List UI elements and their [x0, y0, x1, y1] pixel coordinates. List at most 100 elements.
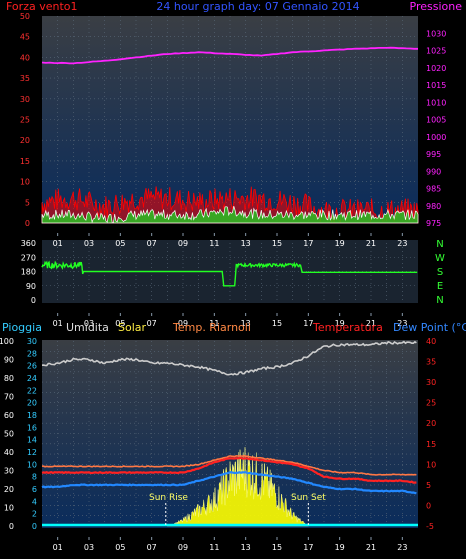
sun-rise-label: Sun Rise — [149, 493, 188, 503]
humidity-tick-label: 60 — [4, 411, 14, 420]
x-tick-label: 21 — [366, 543, 376, 552]
wind-axis-title: Forza vento1 — [6, 0, 78, 13]
bottom-panel: 1009080706050403020100302826242220181614… — [0, 337, 436, 552]
x-tick-label: 05 — [115, 319, 125, 328]
direction-letter: N — [436, 295, 443, 306]
x-tick-label: 03 — [84, 319, 94, 328]
legend-solar: Solar — [118, 321, 147, 334]
direction-tick-label: 180 — [21, 268, 36, 277]
pressure-tick-label: 1030 — [426, 29, 446, 38]
x-tick-label: 01 — [53, 319, 63, 328]
direction-letter: S — [437, 267, 443, 278]
rain-tick-label: 24 — [27, 374, 37, 383]
wind-tick-label: 10 — [20, 178, 30, 187]
rain-tick-label: 18 — [27, 411, 37, 420]
rain-tick-label: 12 — [27, 448, 37, 457]
temperature-tick-label: -5 — [426, 522, 434, 531]
temperature-tick-label: 0 — [426, 501, 431, 510]
solar-radiation-area — [167, 447, 309, 527]
pressure-tick-label: 1000 — [426, 133, 446, 142]
legend-temp-riarnoli: Temp. Riarnoli — [172, 321, 251, 334]
temperature-tick-label: 15 — [426, 440, 436, 449]
temperature-tick-label: 5 — [426, 481, 431, 490]
direction-tick-label: 270 — [21, 253, 36, 262]
rain-tick-label: 6 — [32, 485, 37, 494]
wind-tick-label: 5 — [25, 198, 30, 207]
pressure-tick-label: 990 — [426, 167, 441, 176]
top-panel: 5045403530252015105010301025102010151010… — [20, 12, 447, 248]
temperature-tick-label: 35 — [426, 358, 436, 367]
pressure-tick-label: 1010 — [426, 98, 446, 107]
pressure-tick-label: 1005 — [426, 116, 446, 125]
humidity-tick-label: 0 — [9, 522, 14, 531]
pressure-tick-label: 985 — [426, 185, 441, 194]
x-tick-label: 19 — [335, 319, 345, 328]
direction-tick-label: 360 — [21, 239, 36, 248]
pressure-series-line — [41, 46, 418, 65]
wind-gust-series — [41, 186, 419, 224]
wind-tick-label: 35 — [20, 74, 30, 83]
temperature-tick-label: 40 — [426, 337, 436, 346]
temperature-tick-label: 25 — [426, 399, 436, 408]
rain-tick-label: 2 — [32, 510, 37, 519]
temp-riarnoli-line — [41, 454, 417, 476]
legend-dew-point: Dew Point (°C) — [393, 321, 466, 334]
rain-tick-label: 26 — [27, 362, 37, 371]
humidity-tick-label: 20 — [4, 485, 14, 494]
pressure-tick-label: 1025 — [426, 47, 446, 56]
x-tick-label: 07 — [147, 319, 157, 328]
pressure-axis-title: Pressione — [410, 0, 463, 13]
humidity-tick-label: 30 — [4, 467, 14, 476]
x-tick-label: 11 — [209, 319, 219, 328]
pressure-tick-label: 1015 — [426, 81, 446, 90]
direction-letter: N — [436, 239, 443, 250]
temperature-tick-label: 20 — [426, 419, 436, 428]
direction-letter: E — [437, 281, 443, 292]
wind-direction-line — [41, 260, 418, 287]
wind-tick-label: 20 — [20, 136, 30, 145]
pressure-tick-label: 995 — [426, 150, 441, 159]
x-tick-label: 23 — [397, 319, 407, 328]
sun-set-label: Sun Set — [291, 493, 326, 503]
x-tick-label: 13 — [241, 319, 251, 328]
x-tick-label: 13 — [241, 543, 251, 552]
temperature-tick-label: 10 — [426, 460, 436, 469]
wind-tick-label: 45 — [20, 33, 30, 42]
x-tick-label: 11 — [209, 543, 219, 552]
humidity-tick-label: 80 — [4, 374, 14, 383]
wind-avg-series — [41, 205, 419, 224]
rain-tick-label: 28 — [27, 349, 37, 358]
x-tick-label: 09 — [178, 543, 188, 552]
humidity-tick-label: 10 — [4, 504, 14, 513]
x-tick-label: 17 — [303, 543, 313, 552]
direction-letter: W — [435, 253, 445, 264]
rain-tick-label: 14 — [27, 436, 37, 445]
pressure-tick-label: 980 — [426, 202, 441, 211]
legend-umidita: Umidita — [66, 321, 109, 334]
x-tick-label: 17 — [303, 319, 313, 328]
wind-tick-label: 0 — [25, 219, 30, 228]
humidity-tick-label: 40 — [4, 448, 14, 457]
legend-temperatura: Temperatura — [312, 321, 383, 334]
rain-tick-label: 22 — [27, 386, 37, 395]
rain-tick-label: 20 — [27, 399, 37, 408]
x-tick-label: 09 — [178, 319, 188, 328]
x-tick-label: 03 — [84, 543, 94, 552]
x-tick-label: 01 — [53, 543, 63, 552]
rain-tick-label: 16 — [27, 423, 37, 432]
legend-pioggia: Pioggia — [2, 321, 42, 334]
x-tick-label: 19 — [335, 543, 345, 552]
wind-tick-label: 50 — [20, 12, 30, 21]
x-tick-label: 23 — [397, 543, 407, 552]
rain-tick-label: 0 — [32, 522, 37, 531]
rain-tick-label: 10 — [27, 460, 37, 469]
humidity-tick-label: 100 — [0, 337, 14, 346]
dew-point-line — [41, 471, 417, 495]
wind-tick-label: 15 — [20, 157, 30, 166]
chart-title: 24 hour graph day: 07 Gennaio 2014 — [156, 0, 359, 13]
wind-tick-label: 25 — [20, 116, 30, 125]
x-tick-label: 21 — [366, 319, 376, 328]
x-tick-label: 15 — [272, 319, 282, 328]
